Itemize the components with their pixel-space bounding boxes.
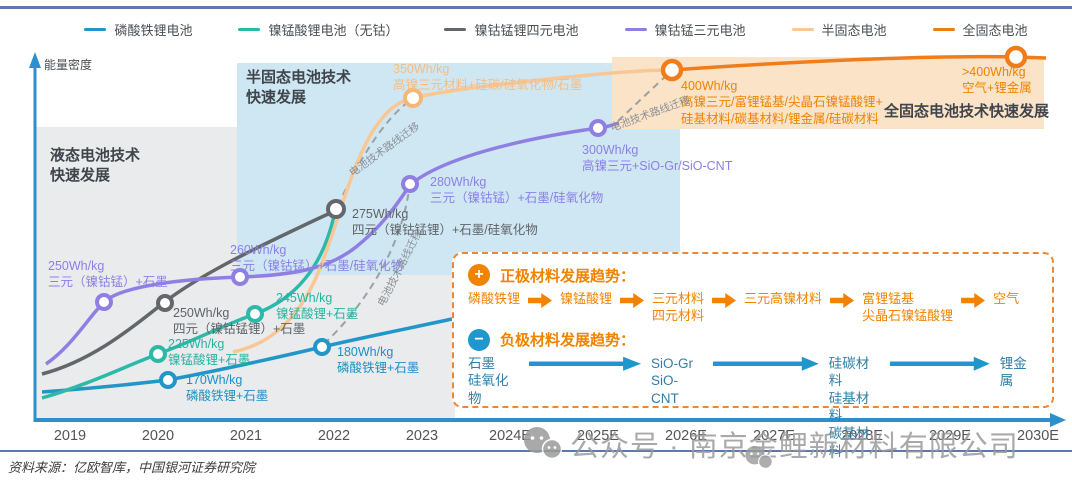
x-tick-2019: 2019 bbox=[53, 428, 87, 444]
arrow-right-icon bbox=[528, 293, 553, 308]
arrow-right-icon bbox=[961, 293, 986, 308]
point-label-350: 350Wh/kg 高镍三元材料+硅碳/硅氧化物/石墨 bbox=[393, 62, 583, 93]
arrow-right-icon bbox=[712, 356, 819, 371]
x-tick-2027e: 2027E bbox=[753, 428, 795, 444]
cathode-chain: 磷酸铁锂 镍锰酸锂 三元材料 四元材料 三元高镍材料 富锂锰基 尖晶石镍锰酸锂 … bbox=[468, 291, 1038, 325]
legend-swatch-solid bbox=[932, 28, 955, 31]
wechat-icon bbox=[745, 445, 773, 469]
watermark-text: 公众号 · 南京金鲤新材料有限公司 bbox=[570, 431, 1019, 463]
x-tick-2030e: 2030E bbox=[1017, 428, 1059, 444]
x-tick-2024e: 2024E bbox=[489, 428, 531, 444]
material-trend-box: + 正极材料发展趋势： 磷酸铁锂 镍锰酸锂 三元材料 四元材料 三元高镍材料 富… bbox=[452, 252, 1054, 459]
x-axis-arrow-icon bbox=[1050, 413, 1066, 427]
region-title-semi: 半固态电池技术 快速发展 bbox=[246, 69, 352, 107]
minus-icon: − bbox=[468, 328, 490, 351]
cathode-trend-title: 正极材料发展趋势： bbox=[500, 267, 636, 285]
y-axis-label: 能量密度 bbox=[44, 58, 93, 72]
source-note: 资料来源：亿欧智库，中国银河证券研究院 bbox=[8, 460, 256, 475]
legend-label: 镍锰酸锂电池（无钴） bbox=[268, 23, 399, 38]
arrow-right-icon bbox=[712, 293, 737, 308]
cathode-item: 镍锰酸锂 bbox=[560, 291, 613, 306]
x-tick-2020: 2020 bbox=[141, 428, 175, 444]
legend-item-quaternary: 镍钴锰锂四元电池 bbox=[444, 20, 579, 39]
anode-title-row: − 负极材料发展趋势： bbox=[468, 328, 1038, 351]
x-tick-2023: 2023 bbox=[405, 428, 439, 444]
top-border-line bbox=[0, 6, 1072, 9]
arrow-right-icon bbox=[889, 356, 990, 371]
x-tick-2029e: 2029E bbox=[929, 428, 971, 444]
x-tick-2021: 2021 bbox=[229, 428, 263, 444]
anode-item: 石墨 硅氧化物 bbox=[468, 355, 509, 406]
legend-label: 磷酸铁锂电池 bbox=[114, 23, 193, 38]
anode-item: 锂金属 bbox=[999, 355, 1027, 389]
legend-swatch-semi-solid bbox=[791, 28, 814, 31]
region-title-liquid: 液态电池技术 快速发展 bbox=[50, 147, 141, 185]
point-label-275: 275Wh/kg 四元（镍钴锰锂）+石墨/硅氧化物 bbox=[352, 207, 538, 238]
legend-label: 镍钴锰锂四元电池 bbox=[474, 23, 579, 38]
point-label-260: 260Wh/kg 三元（镍钴锰）+石墨/硅氧化物 bbox=[230, 243, 404, 274]
cathode-item: 空气 bbox=[993, 291, 1020, 306]
watermark: 公众号 · 南京金鲤新材料有限公司 bbox=[522, 423, 1019, 465]
legend: 磷酸铁锂电池 镍锰酸锂电池（无钴） 镍钴锰锂四元电池 镍钴锰三元电池 半固态电池… bbox=[55, 20, 1057, 39]
region-title-solid: 全固态电池技术快速发展 bbox=[884, 103, 1050, 120]
plus-icon: + bbox=[468, 264, 490, 286]
legend-label: 全固态电池 bbox=[962, 23, 1028, 38]
point-label-400: 400Wh/kg 高镍三元/富锂锰基/尖晶石镍锰酸锂+ 硅基材料/碳基材料/锂金属… bbox=[681, 79, 883, 126]
legend-item-semi-solid: 半固态电池 bbox=[791, 20, 887, 39]
point-label-180: 180Wh/kg 磷酸铁锂+石墨 bbox=[337, 345, 420, 376]
legend-swatch-lfp bbox=[84, 28, 107, 31]
wechat-icon bbox=[524, 427, 563, 460]
legend-label: 镍钴锰三元电池 bbox=[654, 23, 746, 38]
cathode-item: 三元材料 四元材料 bbox=[652, 291, 705, 323]
legend-item-lnmo: 镍锰酸锂电池（无钴） bbox=[238, 20, 398, 39]
cathode-title-row: + 正极材料发展趋势： bbox=[468, 264, 1038, 286]
x-tick-2022: 2022 bbox=[317, 428, 351, 444]
anode-item: SiO-Gr SiO-CNT bbox=[651, 355, 694, 406]
arrow-right-icon bbox=[620, 293, 645, 308]
point-label-250-quaternary: 250Wh/kg 四元（镍钴锰锂）+石墨 bbox=[173, 306, 306, 337]
point-label-170: 170Wh/kg 磷酸铁锂+石墨 bbox=[186, 373, 269, 404]
legend-swatch-ternary bbox=[624, 28, 647, 31]
point-label-225: 225Wh/kg 镍锰酸锂+石墨 bbox=[168, 337, 251, 368]
cathode-item: 富锂锰基 尖晶石镍锰酸锂 bbox=[862, 291, 954, 323]
point-label-300: 300Wh/kg 高镍三元+SiO-Gr/SiO-CNT bbox=[582, 143, 733, 174]
arrow-right-icon bbox=[830, 293, 855, 308]
arrow-right-icon bbox=[529, 356, 642, 371]
legend-item-solid: 全固态电池 bbox=[932, 20, 1028, 39]
anode-trend-title: 负极材料发展趋势： bbox=[500, 332, 636, 350]
cathode-item: 磷酸铁锂 bbox=[468, 291, 521, 306]
point-label-250-ternary: 250Wh/kg 三元（镍钴锰）+石墨 bbox=[48, 259, 168, 290]
point-label-over-400: >400Wh/kg 空气+锂金属 bbox=[962, 65, 1032, 96]
point-label-280: 280Wh/kg 三元（镍钴锰）+石墨/硅氧化物 bbox=[430, 175, 604, 206]
x-tick-2026e: 2026E bbox=[665, 428, 707, 444]
legend-label: 半固态电池 bbox=[821, 23, 887, 38]
cathode-item: 三元高镍材料 bbox=[744, 291, 823, 306]
legend-swatch-lnmo bbox=[238, 28, 261, 31]
x-tick-2025e: 2025E bbox=[577, 428, 619, 444]
legend-item-ternary: 镍钴锰三元电池 bbox=[624, 20, 746, 39]
y-axis-arrow-icon bbox=[29, 52, 41, 68]
legend-item-lfp: 磷酸铁锂电池 bbox=[84, 20, 192, 39]
legend-swatch-quaternary bbox=[444, 28, 467, 31]
x-tick-2028e: 2028E bbox=[841, 428, 883, 444]
